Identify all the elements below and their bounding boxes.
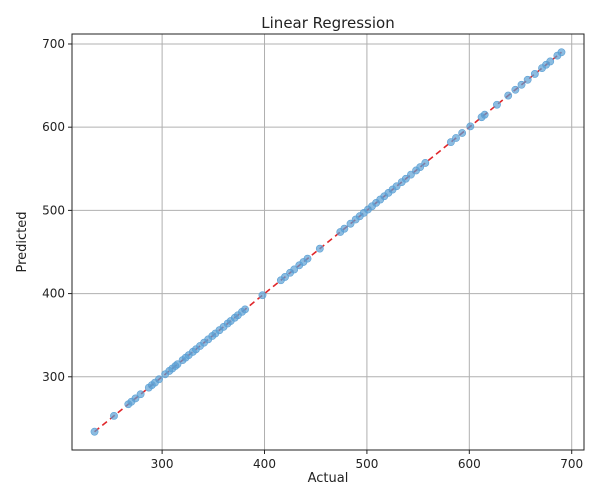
y-tick-label: 600 xyxy=(42,120,65,134)
data-point xyxy=(346,219,355,228)
data-point xyxy=(523,75,532,84)
data-point xyxy=(392,182,401,191)
data-point xyxy=(416,163,425,172)
data-point xyxy=(530,70,539,78)
x-axis-label: Actual xyxy=(308,471,349,486)
x-axis-ticks: 300 400 500 600 700 xyxy=(151,450,583,471)
data-point xyxy=(136,390,145,399)
data-point xyxy=(281,273,289,281)
x-tick-label: 400 xyxy=(253,457,276,471)
data-point xyxy=(546,57,555,66)
chart-title: Linear Regression xyxy=(261,14,394,32)
data-point xyxy=(90,427,99,436)
data-point xyxy=(340,224,349,233)
x-tick-label: 700 xyxy=(560,457,583,471)
y-tick-label: 300 xyxy=(42,370,65,384)
data-point xyxy=(504,91,513,100)
data-point xyxy=(452,134,460,142)
y-tick-label: 500 xyxy=(42,203,65,217)
data-point xyxy=(466,122,475,131)
data-point xyxy=(315,244,324,253)
data-point xyxy=(511,85,520,94)
data-point xyxy=(155,375,163,384)
data-point xyxy=(517,80,526,89)
data-point xyxy=(480,110,489,119)
plot-frame xyxy=(71,33,585,451)
data-point xyxy=(557,48,566,57)
data-point xyxy=(131,394,140,403)
data-points xyxy=(90,48,566,436)
data-point xyxy=(303,254,312,263)
y-tick-label: 400 xyxy=(42,287,65,301)
y-axis-label: Predicted xyxy=(15,211,30,272)
x-tick-label: 600 xyxy=(458,457,481,471)
data-point xyxy=(173,360,182,369)
data-point xyxy=(241,305,249,314)
data-point xyxy=(401,174,410,183)
data-point xyxy=(421,159,430,167)
data-point xyxy=(446,138,455,147)
data-point xyxy=(290,265,299,274)
data-point xyxy=(458,129,467,137)
data-point xyxy=(493,100,501,109)
y-tick-label: 700 xyxy=(42,37,65,51)
x-tick-label: 300 xyxy=(151,457,174,471)
data-point xyxy=(110,411,118,420)
data-point xyxy=(258,291,267,300)
y-axis-ticks: 300 400 500 600 700 xyxy=(42,37,72,384)
x-tick-label: 500 xyxy=(355,457,378,471)
data-point xyxy=(407,170,415,179)
